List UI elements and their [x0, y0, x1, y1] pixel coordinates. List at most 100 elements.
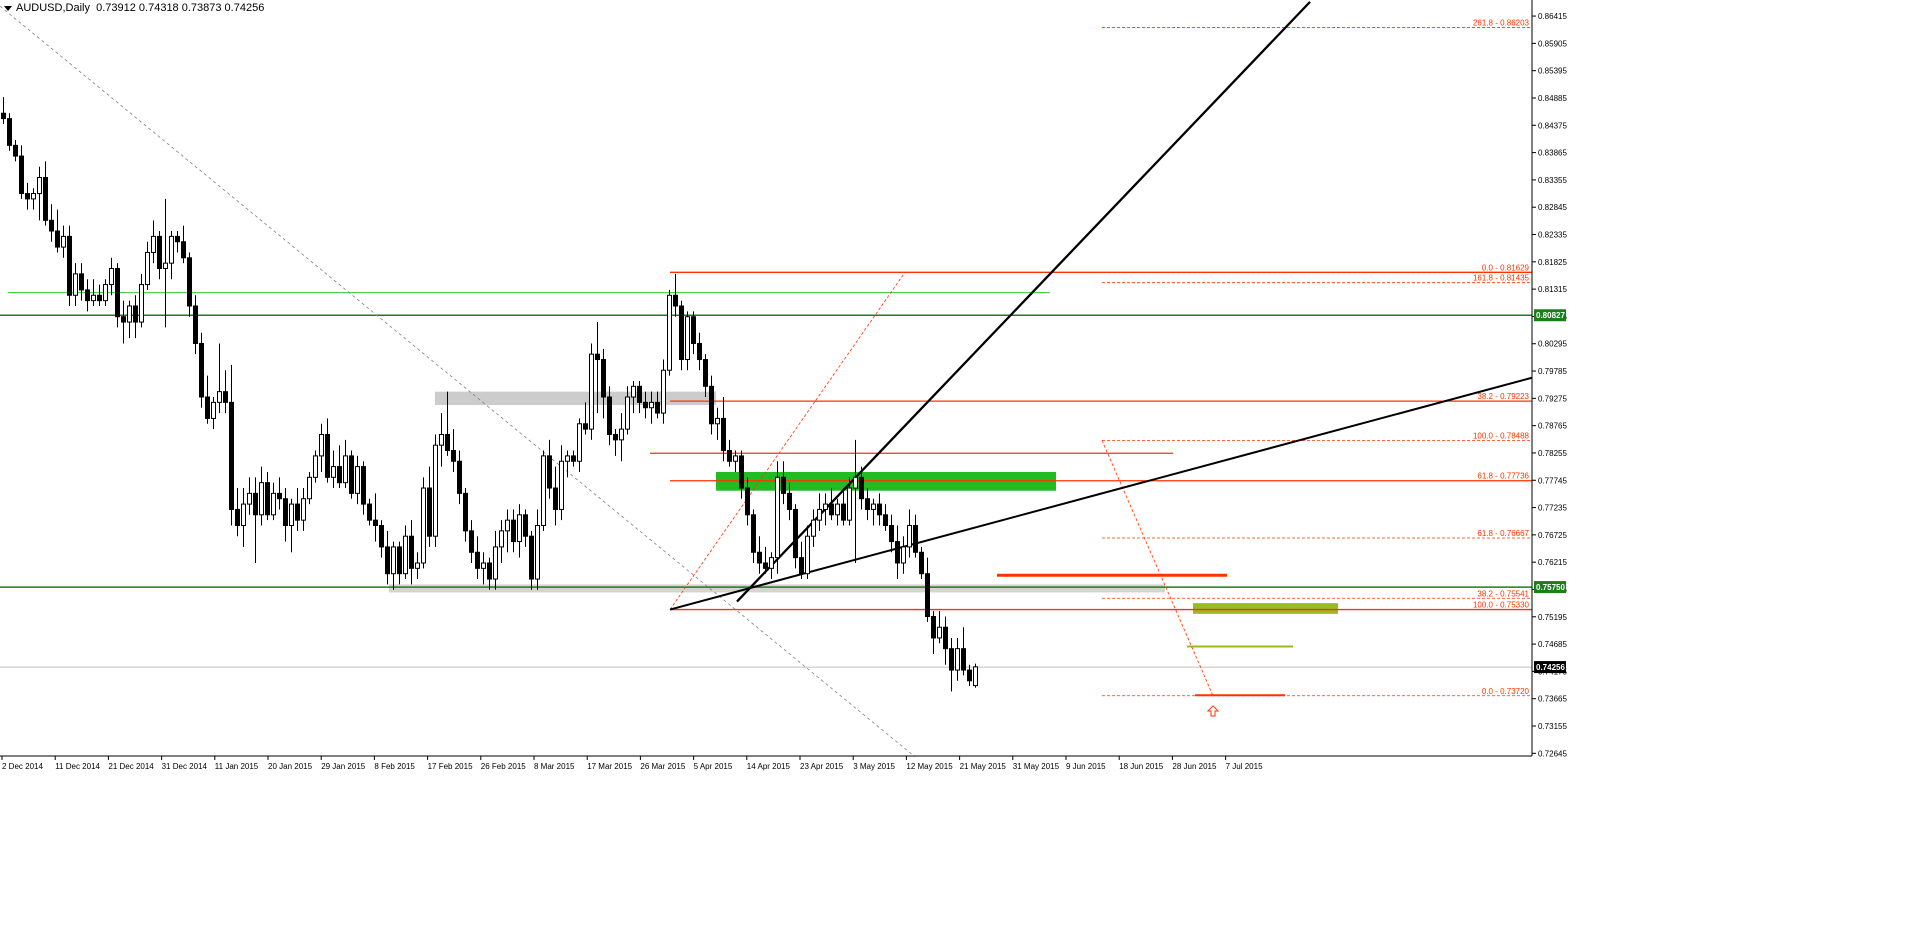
- candle: [211, 397, 216, 430]
- candle-body: [745, 487, 750, 516]
- y-tick-label: 0.76725: [1538, 531, 1567, 540]
- candle: [199, 332, 204, 408]
- candle-body: [589, 353, 594, 430]
- candle-body: [349, 455, 354, 494]
- price-label-box: [1534, 309, 1566, 322]
- y-tick-label: 0.85905: [1538, 39, 1567, 48]
- x-tick-label: 7 Jul 2015: [1226, 762, 1263, 771]
- candle-body: [829, 503, 834, 516]
- candle-body: [91, 294, 96, 302]
- candle: [259, 466, 264, 526]
- candle-body: [43, 176, 48, 221]
- candle-body: [451, 450, 456, 462]
- candle-body: [301, 498, 306, 521]
- candle-body: [109, 268, 114, 286]
- y-tick-label: 0.73665: [1538, 695, 1567, 704]
- candle: [421, 477, 426, 569]
- candle: [157, 231, 162, 280]
- x-tick-label: 17 Mar 2015: [587, 762, 632, 771]
- candle: [223, 370, 228, 414]
- resistance-zone-gray: [435, 391, 716, 406]
- candle-body: [67, 235, 72, 296]
- candle-body: [727, 450, 732, 462]
- x-tick-label: 3 May 2015: [853, 762, 895, 771]
- candle-body: [793, 508, 798, 559]
- candle-body: [151, 235, 156, 253]
- candle: [595, 322, 600, 414]
- chevron-down-icon[interactable]: [4, 5, 12, 11]
- candle-body: [439, 433, 444, 446]
- candle: [67, 225, 72, 306]
- candle: [625, 386, 630, 435]
- candle-body: [571, 455, 576, 462]
- candle-body: [103, 284, 108, 302]
- candle: [43, 161, 48, 226]
- candle-body: [199, 342, 204, 398]
- x-tick-label: 17 Feb 2015: [428, 762, 473, 771]
- candle-body: [817, 508, 822, 521]
- candle-body: [283, 498, 288, 527]
- candle: [547, 439, 552, 499]
- candle-body: [25, 193, 30, 200]
- x-tick-label: 8 Feb 2015: [374, 762, 415, 771]
- candle: [91, 279, 96, 306]
- y-tick-label: 0.74685: [1538, 640, 1567, 649]
- candle: [583, 402, 588, 435]
- candle: [643, 391, 648, 419]
- candle-body: [133, 305, 138, 323]
- x-tick-label: 12 May 2015: [906, 762, 953, 771]
- candle: [151, 220, 156, 264]
- candle: [337, 445, 342, 489]
- candle-body: [175, 235, 180, 243]
- candle-body: [625, 396, 630, 430]
- candle: [487, 557, 492, 590]
- candle-body: [883, 514, 888, 527]
- candle: [709, 375, 714, 435]
- candle-body: [295, 503, 300, 521]
- x-tick-label: 11 Dec 2014: [55, 762, 100, 771]
- candle-body: [19, 155, 24, 195]
- candle: [163, 198, 168, 328]
- candle: [637, 380, 642, 414]
- candle-body: [307, 476, 312, 500]
- drawn-lines-layer: [0, 1, 1533, 758]
- candle-body: [277, 492, 282, 500]
- candle-body: [475, 551, 480, 569]
- candle: [613, 429, 618, 456]
- candle: [529, 530, 534, 590]
- candle: [217, 343, 222, 414]
- fib-labels-layer: 261.8 - 0.86203 0.0 - 0.81629 161.8 - 0.81…: [1206, 18, 1530, 717]
- candle: [679, 300, 684, 371]
- y-tick-label: 0.83355: [1538, 176, 1567, 185]
- support-zone-gray: [389, 584, 1165, 593]
- candle: [697, 332, 702, 371]
- candle: [901, 536, 906, 574]
- candle: [61, 225, 66, 258]
- candle: [499, 520, 504, 563]
- candle: [277, 477, 282, 510]
- candle-body: [961, 648, 966, 671]
- candle: [931, 611, 936, 655]
- candle: [553, 466, 558, 526]
- candle-body: [853, 476, 858, 489]
- candle-body: [121, 316, 126, 323]
- candle-body: [805, 535, 810, 575]
- ohlc-readout: 0.73912 0.74318 0.73873 0.74256: [96, 2, 265, 14]
- candle-body: [169, 235, 174, 264]
- candle: [745, 477, 750, 526]
- candle: [19, 145, 24, 199]
- candle: [667, 289, 672, 376]
- candle: [13, 140, 18, 162]
- candle-body: [403, 535, 408, 575]
- candle-body: [409, 535, 414, 569]
- candle-body: [667, 294, 672, 371]
- chart-title-bar: AUDUSD,Daily 0.73912 0.74318 0.73873 0.7…: [4, 2, 264, 14]
- price-label-text: 0.80827: [1536, 311, 1565, 320]
- candle-body: [583, 423, 588, 430]
- candle-body: [259, 482, 264, 516]
- x-tick-label: 31 Dec 2014: [162, 762, 208, 771]
- candle: [121, 300, 126, 344]
- candle: [565, 450, 570, 478]
- candle: [751, 509, 756, 563]
